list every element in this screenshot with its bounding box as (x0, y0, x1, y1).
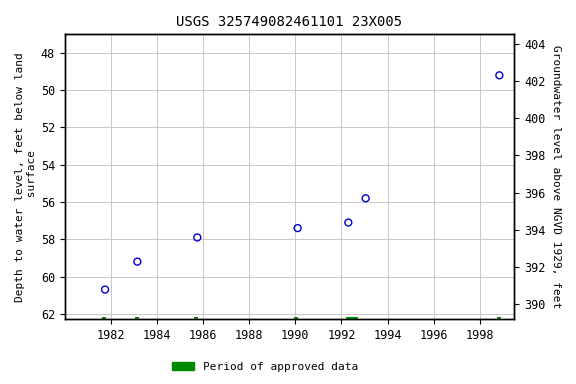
Y-axis label: Depth to water level, feet below land
 surface: Depth to water level, feet below land su… (15, 52, 37, 302)
Bar (497, 316, 501, 323)
Point (100, 286, 109, 293)
Point (293, 225, 302, 231)
Bar (346, 316, 358, 323)
Bar (294, 316, 298, 323)
Bar (135, 316, 139, 323)
Point (132, 258, 142, 265)
Legend: Period of approved data: Period of approved data (168, 358, 362, 377)
Point (495, 72, 504, 78)
Bar (102, 316, 106, 323)
Point (193, 234, 202, 240)
Y-axis label: Groundwater level above NGVD 1929, feet: Groundwater level above NGVD 1929, feet (551, 45, 561, 308)
Point (361, 195, 370, 201)
Bar (194, 316, 199, 323)
Point (344, 219, 353, 225)
Title: USGS 325749082461101 23X005: USGS 325749082461101 23X005 (176, 15, 403, 29)
